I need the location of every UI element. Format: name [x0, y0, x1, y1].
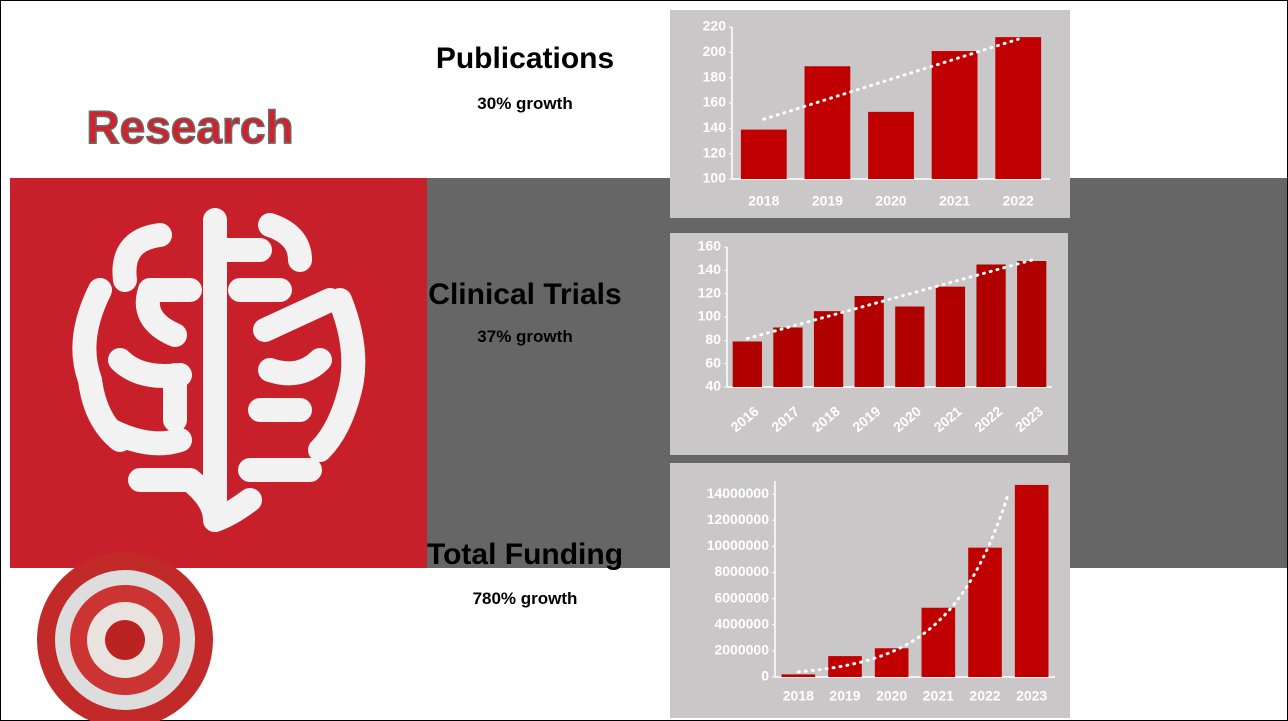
y-tick-label: 140 — [703, 119, 727, 135]
x-tick-label: 2023 — [1016, 688, 1047, 704]
y-tick-label: 140 — [698, 261, 722, 277]
chart-title: Publications — [436, 42, 614, 75]
y-tick-label: 100 — [698, 308, 722, 324]
x-tick-label: 2022 — [969, 688, 1000, 704]
y-tick-label: 100 — [703, 170, 727, 186]
y-tick-label: 80 — [705, 331, 721, 347]
x-tick-label: 2020 — [876, 688, 907, 704]
bar — [976, 265, 1005, 388]
chart-subtitle: 780% growth — [473, 589, 578, 608]
chart-title: Total Funding — [427, 538, 623, 571]
x-tick-label: 2021 — [939, 193, 970, 209]
bar — [1017, 261, 1046, 387]
y-tick-label: 220 — [703, 18, 727, 34]
x-tick-label: 2022 — [1003, 193, 1034, 209]
y-tick-label: 120 — [698, 284, 722, 300]
y-tick-label: 8000000 — [714, 563, 769, 579]
x-tick-label: 2021 — [923, 688, 954, 704]
y-tick-label: 0 — [761, 668, 769, 684]
y-tick-label: 160 — [703, 94, 727, 110]
y-tick-label: 2000000 — [714, 642, 769, 658]
y-tick-label: 10000000 — [707, 537, 770, 553]
bar — [1015, 485, 1049, 677]
y-tick-label: 120 — [703, 144, 727, 160]
x-tick-label: 2018 — [748, 193, 779, 209]
bar — [895, 307, 924, 388]
y-tick-label: 40 — [705, 378, 721, 394]
bar — [733, 342, 762, 388]
bar — [855, 296, 884, 387]
y-tick-label: 200 — [703, 43, 727, 59]
y-tick-label: 12000000 — [707, 511, 770, 527]
chart-title: Clinical Trials — [428, 278, 621, 311]
x-tick-label: 2018 — [783, 688, 814, 704]
bar — [741, 130, 787, 179]
y-tick-label: 180 — [703, 68, 727, 84]
y-tick-label: 160 — [698, 238, 722, 254]
bar — [932, 51, 978, 179]
y-tick-label: 4000000 — [714, 615, 769, 631]
y-tick-label: 14000000 — [707, 485, 770, 501]
bar — [875, 648, 909, 677]
slide-title: Research — [86, 101, 293, 153]
bar — [995, 37, 1041, 179]
bar — [936, 287, 965, 387]
bar — [922, 608, 956, 677]
bar — [782, 674, 816, 677]
slide: Research Publications 30% growth Clinica… — [0, 0, 1288, 721]
bar — [773, 328, 802, 388]
seal — [37, 552, 213, 721]
bar — [814, 311, 843, 387]
chart-subtitle: 30% growth — [477, 94, 572, 113]
x-tick-label: 2019 — [829, 688, 860, 704]
bar — [805, 66, 851, 179]
y-tick-label: 6000000 — [714, 589, 769, 605]
chart-subtitle: 37% growth — [477, 327, 572, 346]
x-tick-label: 2019 — [812, 193, 843, 209]
bar — [968, 548, 1002, 677]
y-tick-label: 60 — [705, 354, 721, 370]
x-tick-label: 2020 — [875, 193, 906, 209]
bar — [868, 112, 914, 179]
